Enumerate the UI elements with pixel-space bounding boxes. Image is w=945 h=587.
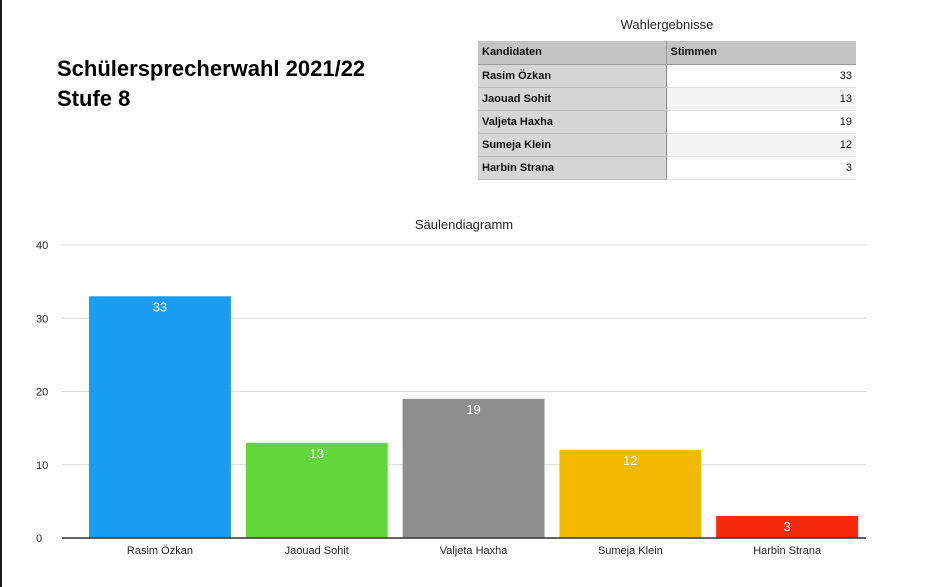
x-tick-label: Jaouad Sohit [285,545,349,557]
table-row: Harbin Strana 3 [478,156,856,180]
bar [559,450,702,538]
votes-cell: 33 [666,64,856,88]
y-tick-label: 40 [36,240,48,252]
bar [245,442,388,538]
bar [89,296,231,538]
data-label: 33 [153,299,167,314]
results-table-caption: Wahlergebnisse [620,17,714,32]
page-title-line-1: Schülersprecherwahl 2021/22 [57,56,366,81]
bars [89,296,859,538]
candidate-name-cell: Harbin Strana [478,156,667,180]
y-tick-label: 0 [36,533,42,545]
data-label: 3 [784,519,791,534]
data-label: 12 [623,453,637,468]
left-border-line [0,0,2,587]
x-tick-label: Valjeta Haxha [440,545,509,557]
votes-cell: 13 [666,87,856,111]
x-tick-label: Sumeja Klein [598,545,663,557]
bar [716,516,859,538]
results-table: Kandidaten Stimmen Rasim Özkan 33 Jaouad… [478,41,856,180]
page-title-line-2: Stufe 8 [57,86,131,111]
data-labels: 33 13 19 12 3 [153,299,791,534]
table-row: Valjeta Haxha 19 [478,110,856,134]
column-header-votes: Stimmen [666,41,856,65]
candidate-name-cell: Rasim Özkan [478,64,667,88]
y-tick-label: 30 [36,313,48,325]
x-axis-tick-labels: Rasim Özkan Jaouad Sohit Valjeta Haxha Sume… [127,545,822,557]
results-table-header-row: Kandidaten Stimmen [478,41,856,65]
y-axis-tick-labels: 0 10 20 30 40 [36,240,48,545]
table-row: Sumeja Klein 12 [478,133,856,157]
data-label: 13 [310,446,324,461]
column-header-candidates: Kandidaten [478,41,667,65]
votes-cell: 19 [666,110,856,134]
bar [402,398,545,538]
y-tick-label: 20 [36,387,48,399]
candidate-name-cell: Valjeta Haxha [478,110,667,134]
x-tick-label: Harbin Strana [753,545,822,557]
x-tick-label: Rasim Özkan [127,545,193,557]
votes-cell: 12 [666,133,856,157]
y-tick-label: 10 [36,460,48,472]
candidate-name-cell: Jaouad Sohit [478,87,667,111]
candidate-name-cell: Sumeja Klein [478,133,667,157]
data-label: 19 [466,402,480,417]
table-row: Rasim Özkan 33 [478,64,856,88]
page-title: Schülersprecherwahl 2021/22 Stufe 8 [57,54,365,114]
table-row: Jaouad Sohit 13 [478,87,856,111]
votes-cell: 3 [666,156,856,180]
chart-title: Säulendiagramm [415,217,513,232]
